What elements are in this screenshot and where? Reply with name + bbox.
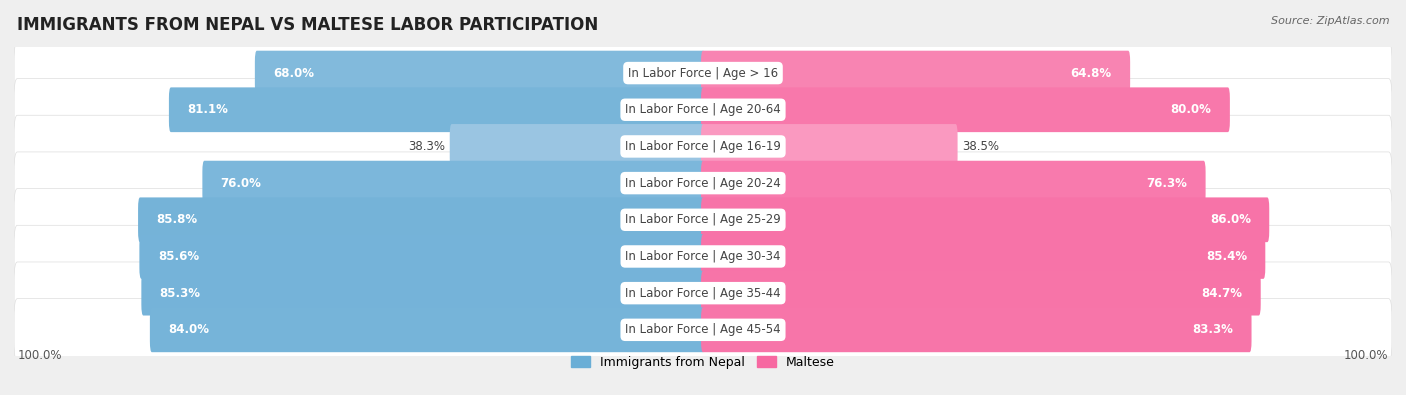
- Text: 68.0%: 68.0%: [273, 67, 314, 79]
- FancyBboxPatch shape: [14, 42, 1392, 104]
- FancyBboxPatch shape: [169, 87, 704, 132]
- Text: 84.0%: 84.0%: [169, 324, 209, 336]
- Text: 81.1%: 81.1%: [187, 103, 228, 116]
- Text: 85.3%: 85.3%: [160, 287, 201, 300]
- Text: IMMIGRANTS FROM NEPAL VS MALTESE LABOR PARTICIPATION: IMMIGRANTS FROM NEPAL VS MALTESE LABOR P…: [17, 16, 598, 34]
- FancyBboxPatch shape: [14, 225, 1392, 288]
- FancyBboxPatch shape: [702, 124, 957, 169]
- Text: In Labor Force | Age 30-34: In Labor Force | Age 30-34: [626, 250, 780, 263]
- Text: 76.0%: 76.0%: [221, 177, 262, 190]
- Text: 85.6%: 85.6%: [157, 250, 198, 263]
- FancyBboxPatch shape: [14, 262, 1392, 324]
- FancyBboxPatch shape: [139, 234, 704, 279]
- FancyBboxPatch shape: [702, 307, 1251, 352]
- Text: In Labor Force | Age 35-44: In Labor Force | Age 35-44: [626, 287, 780, 300]
- Text: 85.4%: 85.4%: [1206, 250, 1247, 263]
- Text: In Labor Force | Age 16-19: In Labor Force | Age 16-19: [626, 140, 780, 153]
- Text: In Labor Force | Age 45-54: In Labor Force | Age 45-54: [626, 324, 780, 336]
- Text: 80.0%: 80.0%: [1171, 103, 1212, 116]
- FancyBboxPatch shape: [14, 79, 1392, 141]
- FancyBboxPatch shape: [702, 271, 1261, 316]
- FancyBboxPatch shape: [702, 198, 1270, 242]
- Text: 64.8%: 64.8%: [1070, 67, 1112, 79]
- FancyBboxPatch shape: [14, 152, 1392, 214]
- Text: In Labor Force | Age 25-29: In Labor Force | Age 25-29: [626, 213, 780, 226]
- FancyBboxPatch shape: [150, 307, 704, 352]
- FancyBboxPatch shape: [142, 271, 704, 316]
- FancyBboxPatch shape: [14, 189, 1392, 251]
- Text: 76.3%: 76.3%: [1146, 177, 1187, 190]
- Text: In Labor Force | Age 20-24: In Labor Force | Age 20-24: [626, 177, 780, 190]
- Text: 83.3%: 83.3%: [1192, 324, 1233, 336]
- Text: 85.8%: 85.8%: [156, 213, 198, 226]
- Text: In Labor Force | Age 20-64: In Labor Force | Age 20-64: [626, 103, 780, 116]
- Text: Source: ZipAtlas.com: Source: ZipAtlas.com: [1271, 16, 1389, 26]
- FancyBboxPatch shape: [702, 87, 1230, 132]
- Text: In Labor Force | Age > 16: In Labor Force | Age > 16: [628, 67, 778, 79]
- Text: 38.5%: 38.5%: [962, 140, 1000, 153]
- FancyBboxPatch shape: [202, 161, 704, 205]
- Text: 38.3%: 38.3%: [408, 140, 446, 153]
- Text: 100.0%: 100.0%: [17, 349, 62, 362]
- FancyBboxPatch shape: [14, 299, 1392, 361]
- Text: 84.7%: 84.7%: [1201, 287, 1243, 300]
- FancyBboxPatch shape: [702, 161, 1205, 205]
- Legend: Immigrants from Nepal, Maltese: Immigrants from Nepal, Maltese: [567, 351, 839, 374]
- FancyBboxPatch shape: [138, 198, 704, 242]
- FancyBboxPatch shape: [702, 234, 1265, 279]
- FancyBboxPatch shape: [702, 51, 1130, 96]
- FancyBboxPatch shape: [450, 124, 704, 169]
- FancyBboxPatch shape: [14, 115, 1392, 178]
- Text: 86.0%: 86.0%: [1211, 213, 1251, 226]
- Text: 100.0%: 100.0%: [1344, 349, 1389, 362]
- FancyBboxPatch shape: [254, 51, 704, 96]
